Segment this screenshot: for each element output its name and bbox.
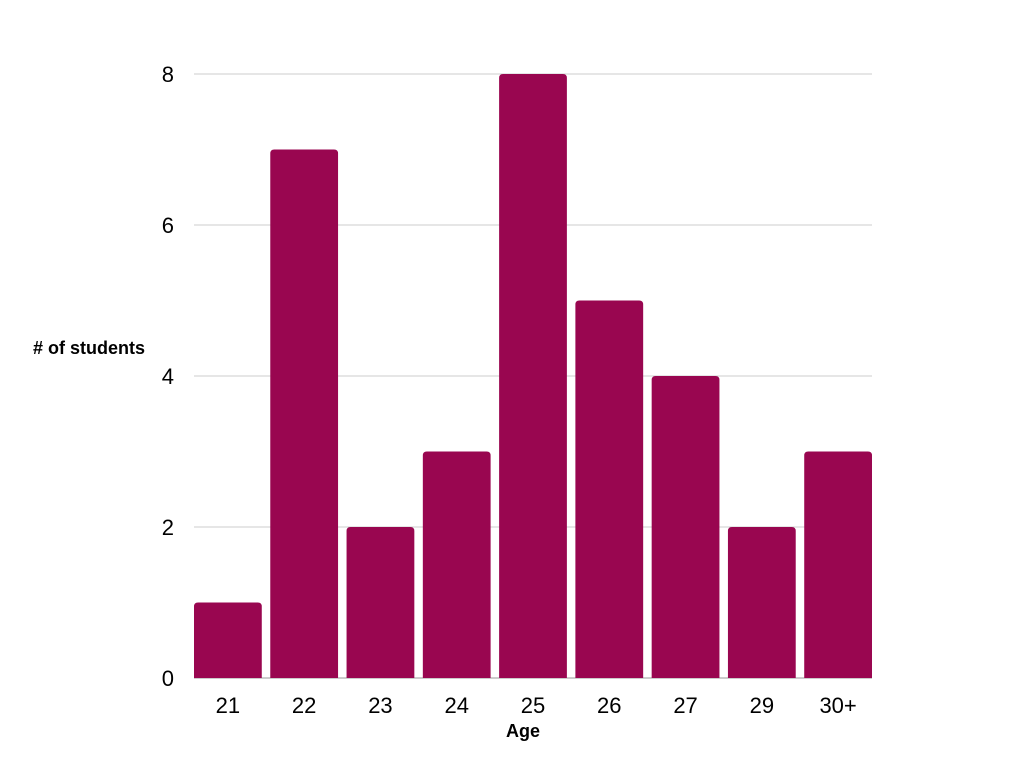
bar-30+	[804, 451, 872, 678]
x-tick-label: 26	[597, 693, 621, 718]
x-tick-label: 24	[444, 693, 468, 718]
y-tick-label: 6	[162, 213, 174, 238]
x-axis-ticks: 21 22 23 24 25 26 27 29 30+	[216, 693, 857, 718]
y-tick-label: 4	[162, 364, 174, 389]
bar-29	[727, 527, 796, 678]
bar-25	[499, 74, 567, 678]
bar-27	[651, 376, 720, 678]
x-tick-label: 23	[368, 693, 392, 718]
bar-26	[575, 300, 644, 678]
bars	[194, 74, 872, 678]
x-axis-label: Age	[506, 721, 540, 741]
x-tick-label: 25	[521, 693, 545, 718]
y-tick-label: 8	[162, 62, 174, 87]
y-axis-ticks: 0 2 4 6 8	[162, 62, 174, 691]
x-tick-label: 30+	[819, 693, 856, 718]
x-tick-label: 22	[292, 693, 316, 718]
x-tick-label: 27	[673, 693, 697, 718]
bar-24	[422, 451, 491, 678]
y-tick-label: 0	[162, 666, 174, 691]
bar-22	[270, 149, 339, 678]
y-axis-label: # of students	[33, 338, 145, 358]
x-tick-label: 21	[216, 693, 240, 718]
bar-23	[346, 527, 415, 678]
x-tick-label: 29	[750, 693, 774, 718]
y-tick-label: 2	[162, 515, 174, 540]
bar-21	[194, 602, 262, 678]
